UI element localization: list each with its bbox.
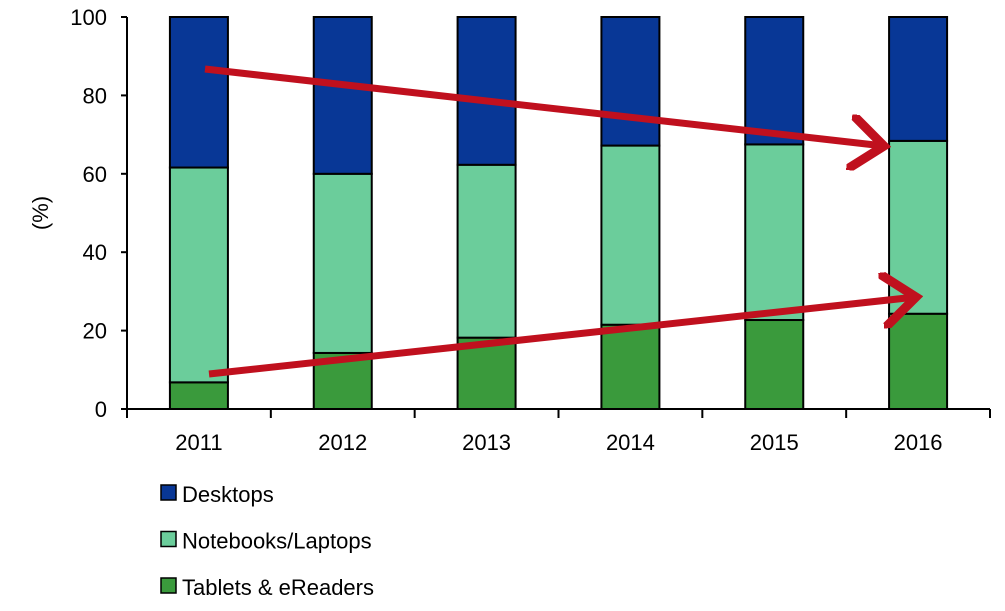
y-tick-label: 20: [83, 319, 107, 344]
y-tick-label: 40: [83, 240, 107, 265]
bar-desktops-2014: [600, 16, 661, 147]
bar-desktops-2015: [744, 16, 805, 146]
trend-arrow-up: [208, 297, 916, 378]
bar-desktops-2011: [168, 16, 229, 169]
bar-notebooks-laptops-2016: [888, 139, 949, 315]
trend-arrow-down: [204, 65, 884, 146]
x-tick-label: 2012: [318, 430, 367, 455]
x-tick-label: 2014: [606, 430, 655, 455]
x-tick-label: 2013: [462, 430, 511, 455]
legend-swatch: [160, 530, 177, 548]
bar-tablets-ereaders-2013: [456, 336, 517, 411]
y-axis-label: (%): [28, 196, 53, 230]
bar-tablets-ereaders-2016: [888, 312, 949, 410]
bar-notebooks-laptops-2015: [744, 143, 805, 322]
x-tick-label: 2015: [750, 430, 799, 455]
bar-tablets-ereaders-2011: [168, 381, 229, 410]
x-tick-label: 2011: [175, 430, 222, 455]
y-tick-label: 60: [83, 162, 107, 187]
bar-desktops-2016: [888, 16, 949, 142]
y-tick-label: 0: [95, 397, 107, 422]
bar-notebooks-laptops-2012: [312, 172, 373, 354]
legend-label: Notebooks/Laptops: [182, 529, 372, 554]
bar-tablets-ereaders-2015: [744, 319, 805, 410]
legend-swatch: [160, 577, 177, 594]
bar-notebooks-laptops-2014: [600, 144, 661, 326]
bar-desktops-2013: [456, 16, 517, 166]
bar-notebooks-laptops-2013: [456, 163, 517, 339]
y-tick-label: 80: [83, 83, 107, 108]
y-tick-label: 100: [70, 5, 107, 30]
bar-desktops-2012: [312, 16, 373, 175]
bar-notebooks-laptops-2011: [168, 166, 229, 384]
legend-label: Desktops: [182, 482, 274, 507]
bar-tablets-ereaders-2014: [600, 323, 661, 410]
legend-label: Tablets & eReaders: [182, 575, 374, 600]
legend-swatch: [160, 484, 177, 501]
x-tick-label: 2016: [894, 430, 943, 455]
